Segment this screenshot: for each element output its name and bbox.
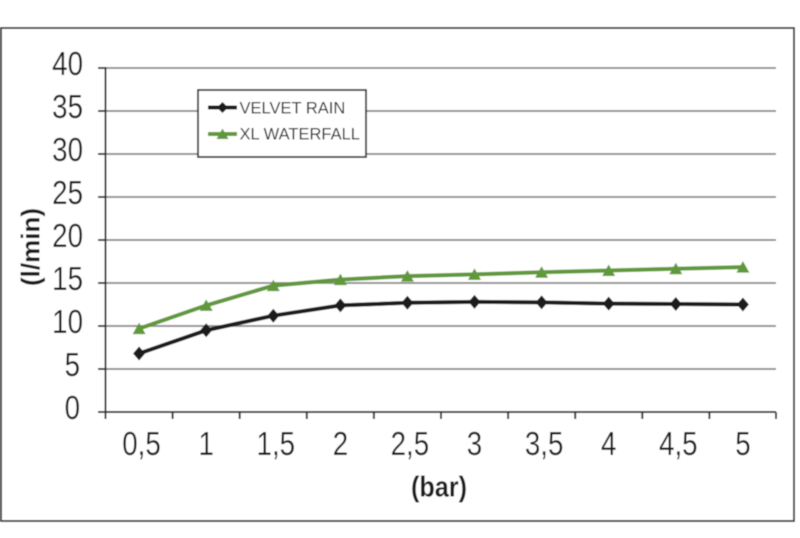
svg-text:1: 1 [198,426,213,463]
svg-text:40: 40 [52,46,83,83]
svg-text:35: 35 [52,89,83,126]
svg-text:0,5: 0,5 [122,426,161,463]
svg-text:0: 0 [65,390,80,427]
svg-text:(l/min): (l/min) [16,208,46,286]
svg-text:10: 10 [52,304,83,341]
svg-text:VELVET RAIN: VELVET RAIN [240,100,346,118]
svg-text:3: 3 [467,426,482,463]
svg-text:5: 5 [735,426,750,463]
svg-text:3,5: 3,5 [525,426,564,463]
svg-text:20: 20 [52,218,83,255]
svg-text:2: 2 [333,426,348,463]
svg-text:4: 4 [601,426,616,463]
svg-text:30: 30 [52,132,83,169]
svg-text:2,5: 2,5 [391,426,430,463]
svg-text:(bar): (bar) [411,470,467,503]
svg-text:25: 25 [52,175,83,212]
svg-text:1,5: 1,5 [257,426,296,463]
svg-text:XL WATERFALL: XL WATERFALL [240,126,360,144]
svg-text:5: 5 [65,347,80,384]
svg-text:15: 15 [52,261,83,298]
svg-text:4,5: 4,5 [659,426,698,463]
